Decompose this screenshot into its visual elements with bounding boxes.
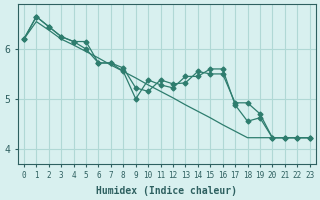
X-axis label: Humidex (Indice chaleur): Humidex (Indice chaleur) (96, 186, 237, 196)
